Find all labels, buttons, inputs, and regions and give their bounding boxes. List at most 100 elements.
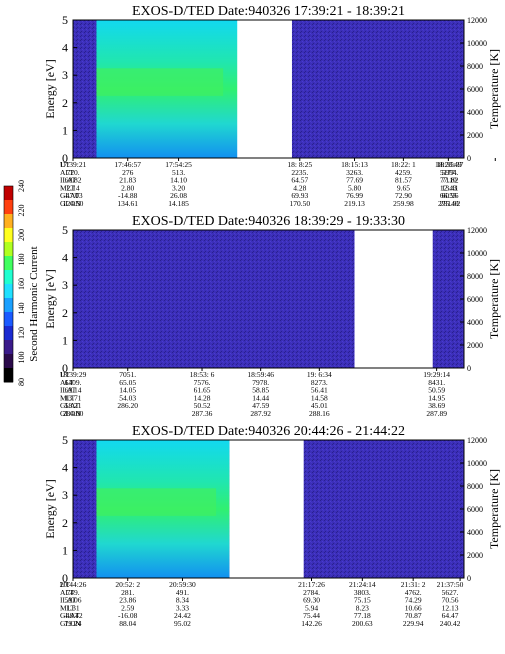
table-cell: 134.61 xyxy=(117,199,138,208)
y2-tick-label: 4000 xyxy=(467,318,483,327)
y-tick-label: 1 xyxy=(62,123,68,137)
y2-tick-label: 0 xyxy=(467,364,471,373)
y2-tick-label: 6000 xyxy=(467,85,483,94)
table-cell: 56.41 xyxy=(311,386,328,395)
table-cell: 219.13 xyxy=(344,199,365,208)
table-cell: 2784. xyxy=(303,588,320,597)
table-cell: 513. xyxy=(172,168,185,177)
colorbar-tick-label: 180 xyxy=(17,254,26,266)
y2-tick-label: 0 xyxy=(467,574,471,583)
table-cell: 70.56 xyxy=(442,596,459,605)
colorbar-tick-label: 220 xyxy=(17,205,26,217)
y2-axis-label: Temperature [K] xyxy=(487,259,501,339)
colorbar-tick-label: 160 xyxy=(17,278,26,290)
colorbar-cell xyxy=(4,200,13,215)
table-cell: 14.95 xyxy=(428,393,445,402)
table-cell: 4762. xyxy=(405,588,422,597)
y-tick-label: 0 xyxy=(62,151,68,165)
table-cell: 5994. xyxy=(442,168,459,177)
table-cell: 259.98 xyxy=(393,199,414,208)
table-cell: 3.20 xyxy=(172,183,185,192)
y-tick-label: 0 xyxy=(62,571,68,585)
table-cell: 88.04 xyxy=(119,619,136,628)
table-cell: 47.59 xyxy=(252,401,269,410)
y2-tick-label: 4000 xyxy=(467,108,483,117)
table-cell: 240.42 xyxy=(440,619,461,628)
table-cell: 2.59 xyxy=(121,603,134,612)
colorbar-label: Second Harmonic Current xyxy=(28,246,40,361)
colorbar-tick-label: 140 xyxy=(17,303,26,315)
table-cell: 64.47 xyxy=(442,611,459,620)
table-cell: 70.87 xyxy=(405,611,422,620)
y-tick-label: 3 xyxy=(62,278,68,292)
table-cell: 14.58 xyxy=(311,393,328,402)
row-label: GLAT xyxy=(60,401,80,410)
table-cell: 281.92 xyxy=(440,199,461,208)
y2-tick-label: 0 xyxy=(467,154,471,163)
table-cell: 14.28 xyxy=(194,393,211,402)
table-cell: 60.96 xyxy=(442,191,459,200)
y2-tick-label: 6000 xyxy=(467,295,483,304)
y2-tick-label: 2000 xyxy=(467,551,483,560)
colorbar-cell xyxy=(4,270,13,285)
table-cell: 229.94 xyxy=(403,619,424,628)
table-cell: 8.23 xyxy=(356,603,369,612)
y2-tick-label: 10000 xyxy=(467,39,487,48)
table-cell: 7978. xyxy=(252,378,269,387)
table-cell: 276 xyxy=(122,168,134,177)
table-cell: 77.18 xyxy=(354,611,371,620)
data-segment xyxy=(432,230,464,368)
colorbar-cell xyxy=(4,214,13,229)
table-cell: 18: 8:25 xyxy=(287,160,312,169)
table-cell: 2.14 xyxy=(66,183,79,192)
table-cell: -47.03 xyxy=(63,191,83,200)
table-cell: 21:31: 2 xyxy=(401,580,426,589)
table-cell: 23.86 xyxy=(119,596,136,605)
table-cell: 284.00 xyxy=(63,409,84,418)
table-cell: 19: 6:34 xyxy=(307,370,332,379)
table-cell: 287.36 xyxy=(192,409,213,418)
colorbar-cell xyxy=(4,368,13,383)
row-label: GLAT xyxy=(60,611,80,620)
table-cell: 77.69 xyxy=(346,176,363,185)
y-tick-label: 5 xyxy=(62,13,68,27)
table-cell: 2235. xyxy=(291,168,308,177)
y-tick-label: 1 xyxy=(62,543,68,557)
table-cell: 75.15 xyxy=(354,596,371,605)
spectrogram-panel: EXOS-D/TED Date:940326 17:39:21 - 18:39:… xyxy=(43,4,501,208)
table-cell: 3803. xyxy=(354,588,371,597)
y-axis-label: Energy [eV] xyxy=(43,59,57,118)
row-label: MLT xyxy=(60,393,76,402)
table-cell: 491. xyxy=(176,588,189,597)
table-cell: 170.50 xyxy=(289,199,310,208)
table-cell: 5.94 xyxy=(305,603,318,612)
table-cell: 76.99 xyxy=(346,191,363,200)
table-cell: 3.33 xyxy=(176,603,189,612)
table-cell: 20:59:30 xyxy=(169,580,196,589)
table-cell: 287.89 xyxy=(426,409,447,418)
row-label: GLON xyxy=(60,619,81,628)
table-cell: 13.41 xyxy=(442,183,459,192)
row-label: ALT xyxy=(60,168,74,177)
table-cell: 65.05 xyxy=(119,378,136,387)
y2-tick-label: 8000 xyxy=(467,62,483,71)
table-cell: 275.40 xyxy=(438,199,459,208)
table-cell: 281. xyxy=(121,588,134,597)
table-cell: 18:22: 1 xyxy=(391,160,416,169)
table-cell: 7051. xyxy=(119,370,136,379)
colorbar-cell xyxy=(4,284,13,299)
table-cell: 81.57 xyxy=(395,176,412,185)
y2-tick-label: 2000 xyxy=(467,131,483,140)
table-cell: 7576. xyxy=(194,378,211,387)
table-cell: 18:53: 6 xyxy=(190,370,215,379)
table-cell: 14.185 xyxy=(168,199,189,208)
table-cell: 8431. xyxy=(428,378,445,387)
table-cell: 20:52: 2 xyxy=(115,580,140,589)
table-cell: 288.16 xyxy=(309,409,330,418)
table-cell: 21.83 xyxy=(119,176,136,185)
table-cell: 4.28 xyxy=(293,183,306,192)
y2-axis-label: Temperature [K] xyxy=(487,469,501,549)
panel-title: EXOS-D/TED Date:940326 18:39:29 - 19:33:… xyxy=(132,214,405,229)
colorbar-cell xyxy=(4,256,13,271)
table-cell: 26.08 xyxy=(170,191,187,200)
